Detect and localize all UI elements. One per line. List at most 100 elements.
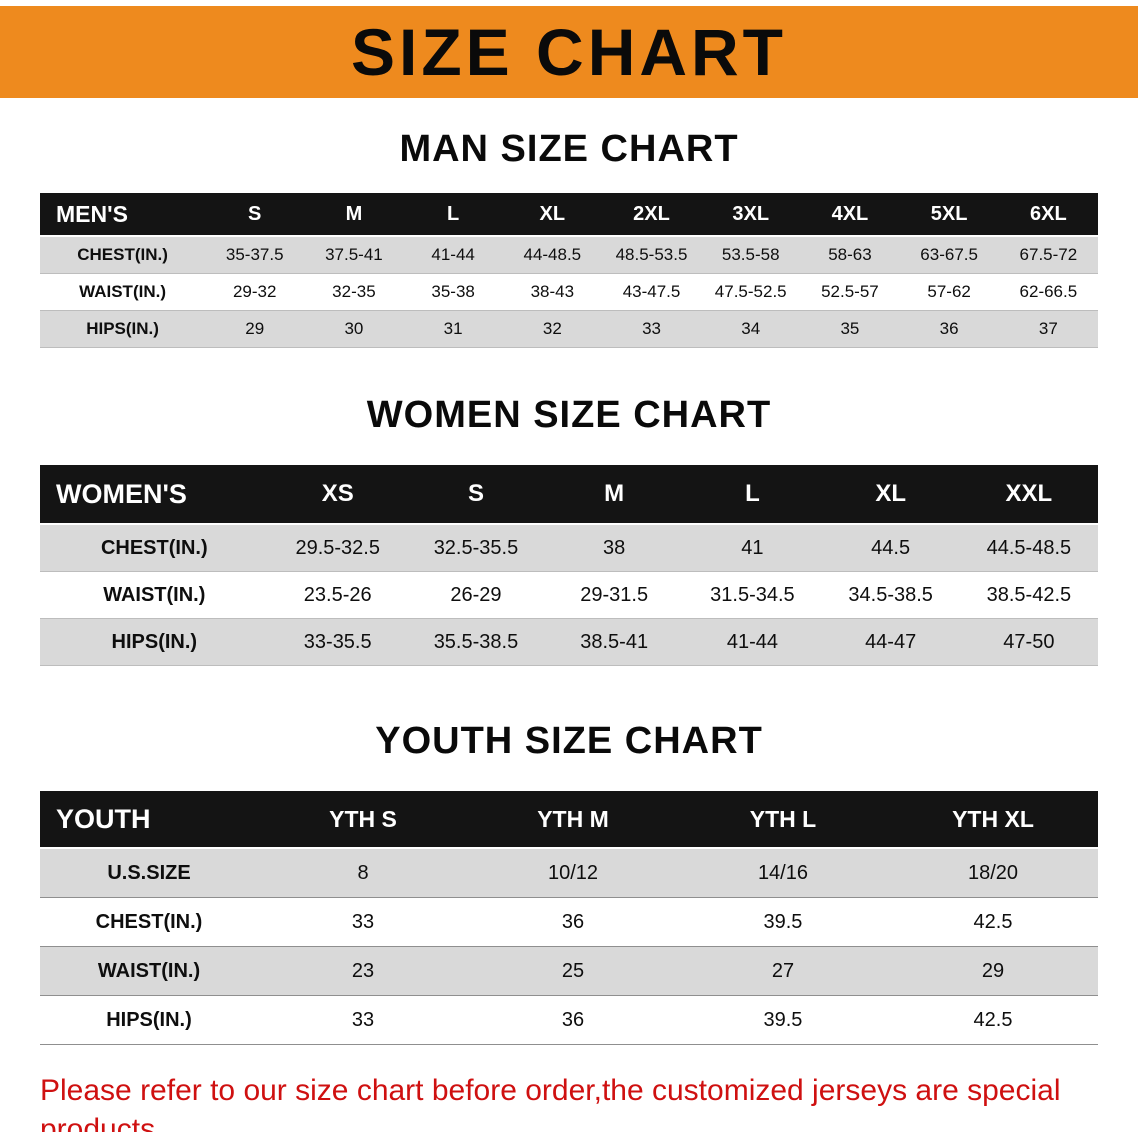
men-size-table: MEN'S S M L XL 2XL 3XL 4XL 5XL 6XL CHEST(IN.) 35-37… bbox=[40, 193, 1098, 348]
size-value-cell: 41-44 bbox=[683, 618, 822, 666]
size-value-cell: 34 bbox=[701, 310, 801, 348]
size-value-cell: 14/16 bbox=[677, 848, 888, 898]
size-value-cell: 38.5-41 bbox=[545, 618, 684, 666]
size-value-cell: 42.5 bbox=[887, 995, 1098, 1045]
size-value-cell: 41 bbox=[683, 524, 822, 572]
row-label-cell: CHEST(IN.) bbox=[40, 236, 206, 274]
size-value-cell: 36 bbox=[899, 310, 999, 348]
women-section-heading: WOMEN SIZE CHART bbox=[366, 394, 772, 436]
size-value-cell: 26-29 bbox=[406, 571, 546, 619]
size-column-header-cell: YTH L bbox=[677, 791, 888, 849]
size-value-cell: 38 bbox=[545, 524, 684, 572]
size-value-cell: 36 bbox=[468, 995, 678, 1045]
size-value-cell: 29-31.5 bbox=[545, 571, 684, 619]
size-value-cell: 57-62 bbox=[899, 273, 999, 311]
size-value-cell: 29.5-32.5 bbox=[268, 524, 407, 572]
table-row: WAIST(IN.) 23.5-26 26-29 29-31.5 31.5-34.5 34… bbox=[40, 571, 1098, 619]
table-row: HIPS(IN.) 33 36 39.5 42.5 bbox=[40, 995, 1098, 1045]
size-value-cell: 42.5 bbox=[887, 897, 1098, 947]
size-column-header-cell: L bbox=[683, 465, 822, 525]
size-value-cell: 38.5-42.5 bbox=[959, 571, 1098, 619]
disclaimer: Please refer to our size chart before or… bbox=[40, 1071, 1098, 1132]
size-column-header-cell: YTH M bbox=[468, 791, 678, 849]
size-value-cell: 37.5-41 bbox=[304, 236, 404, 274]
table-row: HIPS(IN.) 33-35.5 35.5-38.5 38.5-41 41-44 44-… bbox=[40, 618, 1098, 666]
youth-section: YOUTH SIZE CHART YOUTH YTH S YTH M YTH L YTH… bbox=[0, 720, 1138, 1045]
table-row: WAIST(IN.) 23 25 27 29 bbox=[40, 946, 1098, 996]
size-value-cell: 48.5-53.5 bbox=[601, 236, 702, 274]
size-value-cell: 62-66.5 bbox=[998, 273, 1098, 311]
size-column-header-cell: M bbox=[304, 193, 404, 237]
table-title-cell: MEN'S bbox=[40, 193, 206, 237]
size-value-cell: 33 bbox=[258, 995, 468, 1045]
size-value-cell: 29 bbox=[887, 946, 1098, 996]
size-value-cell: 32.5-35.5 bbox=[406, 524, 546, 572]
size-column-header-cell: 3XL bbox=[701, 193, 801, 237]
youth-section-heading: YOUTH SIZE CHART bbox=[375, 720, 763, 762]
table-header-row: WOMEN'S XS S M L XL XXL bbox=[40, 465, 1098, 525]
size-column-header-cell: YTH S bbox=[258, 791, 468, 849]
size-value-cell: 36 bbox=[468, 897, 678, 947]
size-value-cell: 23 bbox=[258, 946, 468, 996]
row-label-cell: HIPS(IN.) bbox=[40, 310, 206, 348]
men-section-heading: MAN SIZE CHART bbox=[399, 128, 739, 170]
size-value-cell: 41-44 bbox=[403, 236, 503, 274]
size-column-header-cell: 4XL bbox=[800, 193, 900, 237]
size-value-cell: 39.5 bbox=[677, 897, 888, 947]
size-value-cell: 44-48.5 bbox=[502, 236, 602, 274]
size-value-cell: 32-35 bbox=[304, 273, 404, 311]
row-label-cell: U.S.SIZE bbox=[40, 848, 259, 898]
size-column-header-cell: S bbox=[406, 465, 546, 525]
size-column-header-cell: XL bbox=[502, 193, 602, 237]
size-value-cell: 30 bbox=[304, 310, 404, 348]
row-label-cell: CHEST(IN.) bbox=[40, 524, 269, 572]
size-column-header-cell: L bbox=[403, 193, 503, 237]
size-column-header-cell: XXL bbox=[959, 465, 1098, 525]
size-value-cell: 38-43 bbox=[502, 273, 602, 311]
table-title-cell: YOUTH bbox=[40, 791, 259, 849]
size-column-header-cell: 2XL bbox=[601, 193, 702, 237]
size-value-cell: 34.5-38.5 bbox=[821, 571, 960, 619]
row-label-cell: CHEST(IN.) bbox=[40, 897, 259, 947]
size-value-cell: 29 bbox=[205, 310, 305, 348]
size-value-cell: 44-47 bbox=[821, 618, 960, 666]
size-value-cell: 32 bbox=[502, 310, 602, 348]
table-row: CHEST(IN.) 33 36 39.5 42.5 bbox=[40, 897, 1098, 947]
size-value-cell: 53.5-58 bbox=[701, 236, 801, 274]
size-value-cell: 43-47.5 bbox=[601, 273, 702, 311]
size-value-cell: 44.5-48.5 bbox=[959, 524, 1098, 572]
size-value-cell: 37 bbox=[998, 310, 1098, 348]
row-label-cell: WAIST(IN.) bbox=[40, 946, 259, 996]
row-label-cell: HIPS(IN.) bbox=[40, 995, 259, 1045]
table-row: HIPS(IN.) 29 30 31 32 33 34 35 36 37 bbox=[40, 310, 1098, 348]
size-value-cell: 63-67.5 bbox=[899, 236, 999, 274]
size-value-cell: 44.5 bbox=[821, 524, 960, 572]
banner: SIZE CHART bbox=[0, 6, 1138, 98]
women-section: WOMEN SIZE CHART WOMEN'S XS S M L XL XXL CHEST(… bbox=[0, 394, 1138, 666]
size-value-cell: 31 bbox=[403, 310, 503, 348]
table-row: CHEST(IN.) 29.5-32.5 32.5-35.5 38 41 44.5 44.5… bbox=[40, 524, 1098, 572]
size-column-header-cell: XS bbox=[268, 465, 407, 525]
size-value-cell: 33 bbox=[258, 897, 468, 947]
table-row: CHEST(IN.) 35-37.5 37.5-41 41-44 44-48.5 48.5… bbox=[40, 236, 1098, 274]
page-title: SIZE CHART bbox=[351, 15, 787, 89]
size-value-cell: 67.5-72 bbox=[998, 236, 1098, 274]
disclaimer-line-1: Please refer to our size chart before or… bbox=[40, 1074, 1061, 1132]
size-value-cell: 58-63 bbox=[800, 236, 900, 274]
size-value-cell: 35-38 bbox=[403, 273, 503, 311]
size-value-cell: 29-32 bbox=[205, 273, 305, 311]
table-row: WAIST(IN.) 29-32 32-35 35-38 38-43 43-47.5 47.… bbox=[40, 273, 1098, 311]
row-label-cell: WAIST(IN.) bbox=[40, 571, 269, 619]
row-label-cell: HIPS(IN.) bbox=[40, 618, 269, 666]
youth-size-table: YOUTH YTH S YTH M YTH L YTH XL U.S.SIZE 8 10/12… bbox=[40, 791, 1098, 1045]
size-value-cell: 52.5-57 bbox=[800, 273, 900, 311]
size-column-header-cell: YTH XL bbox=[887, 791, 1098, 849]
table-header-row: MEN'S S M L XL 2XL 3XL 4XL 5XL 6XL bbox=[40, 193, 1098, 237]
size-column-header-cell: M bbox=[545, 465, 684, 525]
size-column-header-cell: 6XL bbox=[998, 193, 1098, 237]
table-row: U.S.SIZE 8 10/12 14/16 18/20 bbox=[40, 848, 1098, 898]
size-value-cell: 35-37.5 bbox=[205, 236, 305, 274]
size-value-cell: 8 bbox=[258, 848, 468, 898]
size-value-cell: 47.5-52.5 bbox=[701, 273, 801, 311]
